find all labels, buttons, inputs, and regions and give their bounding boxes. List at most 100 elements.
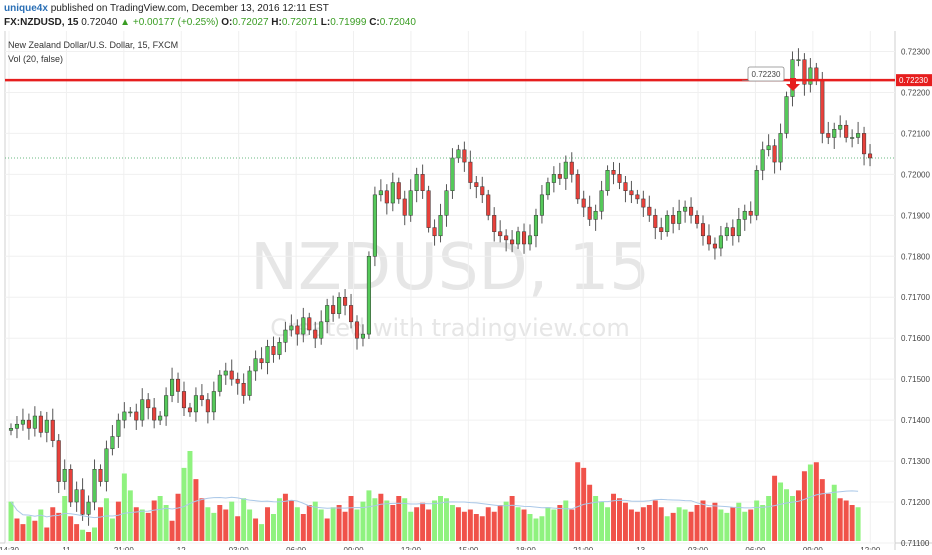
candle-body bbox=[307, 317, 312, 331]
volume-bar bbox=[790, 496, 795, 541]
candle-body bbox=[62, 469, 67, 482]
close-value: 0.72040 bbox=[379, 17, 416, 28]
volume-bar bbox=[342, 511, 348, 541]
volume-bar bbox=[8, 501, 14, 541]
candle-body bbox=[175, 378, 181, 392]
volume-bar bbox=[813, 462, 819, 541]
candle-body bbox=[784, 96, 789, 134]
volume-bar bbox=[259, 524, 265, 541]
candle-body bbox=[850, 137, 855, 139]
volume-bar bbox=[801, 471, 807, 541]
candle-body bbox=[289, 325, 294, 331]
candle-body bbox=[808, 67, 813, 85]
volume-bar bbox=[157, 496, 163, 541]
candle-body bbox=[867, 153, 873, 159]
volume-bar bbox=[74, 524, 80, 541]
candle-body bbox=[337, 296, 342, 314]
volume-bar bbox=[646, 505, 652, 541]
level-price-tag bbox=[896, 74, 932, 87]
volume-bar bbox=[491, 511, 497, 541]
quote-line: FX:NZDUSD, 15 0.72040 ▲ +0.00177 (+0.25%… bbox=[4, 17, 416, 28]
volume-bar bbox=[634, 511, 640, 541]
volume-bar bbox=[247, 509, 253, 541]
volume-bar bbox=[748, 509, 754, 541]
volume-bar bbox=[336, 505, 342, 541]
candle-body bbox=[492, 215, 497, 232]
volume-bar bbox=[235, 516, 241, 541]
volume-bar bbox=[109, 518, 115, 541]
volume-bar bbox=[121, 473, 127, 541]
candle-body bbox=[56, 440, 61, 482]
volume-bar bbox=[622, 502, 628, 541]
volume-bar bbox=[706, 507, 712, 541]
price-chart[interactable]: NZDUSD, 15 Created with tradingview.com 0.… bbox=[0, 31, 932, 555]
author-link[interactable]: unique4x bbox=[4, 3, 48, 14]
volume-bar bbox=[86, 532, 92, 541]
candle-body bbox=[766, 145, 771, 151]
candle-body bbox=[104, 448, 109, 482]
volume-bar bbox=[56, 512, 62, 541]
candle-body bbox=[205, 399, 210, 413]
volume-bar bbox=[229, 501, 235, 541]
volume-bar bbox=[265, 507, 270, 541]
candle-body bbox=[468, 161, 473, 183]
volume-bar bbox=[599, 501, 605, 541]
candle-body bbox=[456, 149, 461, 159]
candle-body bbox=[247, 370, 252, 396]
volume-bar bbox=[784, 489, 789, 541]
candle-body bbox=[128, 411, 133, 414]
candle-body bbox=[742, 210, 747, 220]
volume-bar bbox=[360, 501, 366, 541]
candle-body bbox=[623, 182, 628, 191]
volume-bar bbox=[795, 490, 801, 541]
candle-body bbox=[718, 235, 723, 249]
candle-body bbox=[301, 317, 306, 335]
candle-body bbox=[563, 161, 568, 179]
candle-body bbox=[551, 174, 556, 183]
volume-bar bbox=[563, 500, 569, 541]
volume-bar bbox=[473, 514, 479, 541]
candle-body bbox=[689, 206, 694, 216]
candle-body bbox=[74, 489, 79, 503]
volume-bar bbox=[390, 505, 396, 541]
candle-body bbox=[32, 415, 37, 429]
volume-bar bbox=[151, 500, 157, 541]
time-tick-label: 03:00 bbox=[688, 546, 709, 550]
candle-body bbox=[629, 190, 634, 196]
candle-body bbox=[26, 419, 31, 429]
chart-area[interactable]: NZDUSD, 15 Created with tradingview.com 0.… bbox=[0, 31, 932, 555]
time-tick-label: 12:00 bbox=[401, 546, 422, 550]
high-value: 0.72071 bbox=[281, 17, 319, 28]
volume-bar bbox=[68, 516, 74, 541]
candle-body bbox=[98, 469, 103, 482]
candle-body bbox=[814, 67, 819, 81]
price-tick-label: 0.71800 bbox=[901, 252, 930, 261]
volume-bar bbox=[414, 507, 420, 541]
candle-body bbox=[659, 227, 664, 232]
volume-bar bbox=[819, 479, 825, 541]
volume-bar bbox=[855, 507, 861, 541]
candle-body bbox=[498, 231, 503, 237]
volume-bar bbox=[20, 524, 26, 541]
volume-bar bbox=[772, 475, 778, 541]
candle-body bbox=[396, 182, 401, 200]
watermark-symbol: NZDUSD, 15 bbox=[250, 231, 650, 305]
candle-body bbox=[408, 190, 413, 216]
volume-bar bbox=[193, 479, 199, 541]
volume-bar bbox=[712, 502, 718, 541]
candle-body bbox=[510, 239, 515, 245]
volume-bar bbox=[652, 500, 658, 541]
volume-bar bbox=[133, 507, 139, 541]
time-tick-label: 11 bbox=[62, 546, 71, 550]
callout-box[interactable] bbox=[747, 66, 785, 82]
candle-body bbox=[432, 227, 437, 237]
candle-body bbox=[325, 305, 330, 323]
time-tick-label: 12 bbox=[177, 546, 186, 550]
volume-bar bbox=[700, 500, 706, 541]
volume-bar bbox=[593, 496, 599, 541]
candle-body bbox=[820, 79, 825, 134]
volume-bar bbox=[324, 518, 330, 541]
candle-body bbox=[700, 223, 706, 237]
volume-bar bbox=[38, 509, 44, 541]
candle-body bbox=[20, 419, 25, 425]
